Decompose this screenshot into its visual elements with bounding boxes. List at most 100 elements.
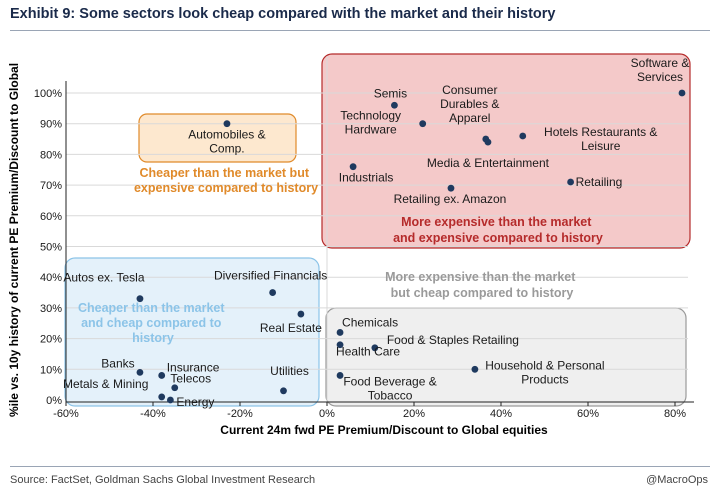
- point-label-line: Chemicals: [342, 315, 398, 329]
- data-point: [471, 365, 479, 373]
- point-label-line: Utilities: [270, 364, 309, 378]
- point-label: Retailing ex. Amazon: [394, 192, 507, 206]
- point-label-line: Insurance: [167, 360, 220, 374]
- point-label-line: Food & Staples Retailing: [387, 333, 519, 347]
- data-points: [136, 89, 686, 404]
- caption-line-2: and cheap compared to: [81, 316, 222, 330]
- data-point: [269, 289, 277, 296]
- quadrant-caption-bottom-right: More expensive than the market but cheap…: [385, 270, 579, 300]
- y-tick-label: 90%: [40, 119, 62, 131]
- y-axis-ticks: 0% 10% 20% 30% 40% 50% 60% 70% 80% 90% 100%: [34, 88, 62, 407]
- point-label: Insurance: [167, 360, 220, 374]
- y-tick-label: 60%: [40, 211, 62, 223]
- caption-line-3: history: [132, 331, 174, 345]
- point-label-line: Banks: [101, 356, 134, 370]
- point-label-line: Real Estate: [260, 321, 322, 335]
- point-label: Semis: [374, 86, 407, 100]
- data-point: [136, 368, 144, 376]
- caption-line-1: Cheaper than the market: [78, 301, 225, 315]
- point-label-line: Hotels Restaurants &: [544, 125, 657, 139]
- point-label: Food & Staples Retailing: [387, 333, 519, 347]
- point-label: Health Care: [336, 345, 400, 359]
- point-label-line: Durables &: [440, 97, 499, 111]
- point-label: Automobiles & Comp.: [188, 128, 265, 156]
- point-label-line: Metals & Mining: [63, 377, 148, 391]
- point-label-line: Automobiles &: [188, 128, 265, 142]
- y-tick-label: 40%: [40, 272, 62, 284]
- data-point: [484, 138, 492, 146]
- y-tick-label: 0%: [46, 395, 62, 407]
- source-note: Source: FactSet, Goldman Sachs Global In…: [10, 474, 316, 486]
- point-label: Energy: [176, 395, 214, 409]
- point-label-line: Telecos: [170, 372, 211, 386]
- point-label: Banks: [101, 356, 134, 370]
- x-axis-title: Current 24m fwd PE Premium/Discount to G…: [220, 423, 548, 437]
- y-tick-label: 70%: [40, 180, 62, 192]
- data-point: [419, 120, 427, 128]
- x-tick-label: -40%: [140, 408, 166, 420]
- x-tick-label: 80%: [664, 408, 686, 420]
- data-labels: Software & Services Semis Technology Hardwar…: [63, 56, 689, 409]
- data-point: [336, 341, 344, 349]
- point-label: Software & Services: [631, 56, 690, 84]
- quadrant-box-top-left: [138, 113, 297, 163]
- point-label-line: Retailing ex. Amazon: [394, 192, 507, 206]
- point-label: Diversified Financials: [214, 269, 327, 283]
- point-label-line: Energy: [176, 395, 214, 409]
- point-label-line: Technology: [340, 109, 401, 123]
- data-point: [297, 310, 305, 318]
- x-tick-label: 60%: [577, 408, 599, 420]
- exhibit-title: Exhibit 9: Some sectors look cheap compa…: [10, 6, 556, 22]
- point-label-line: Software &: [631, 56, 690, 70]
- caption-line-2: but cheap compared to history: [391, 286, 574, 300]
- data-point: [158, 372, 166, 379]
- point-label-line: Health Care: [336, 345, 400, 359]
- point-label-line: Household & Personal: [485, 358, 604, 372]
- data-point: [371, 344, 379, 352]
- y-tick-label: 30%: [40, 303, 62, 315]
- point-label: Utilities: [270, 364, 309, 378]
- point-label: Food Beverage & Tobacco: [343, 374, 436, 402]
- data-point: [223, 120, 231, 128]
- point-label-line: Consumer: [442, 83, 497, 97]
- data-point: [336, 372, 344, 379]
- data-point: [158, 393, 166, 401]
- data-point: [171, 384, 179, 392]
- data-point: [280, 387, 287, 395]
- point-label: Hotels Restaurants & Leisure: [544, 125, 657, 153]
- data-point: [519, 132, 527, 140]
- x-tick-label: 0%: [319, 408, 335, 420]
- caption-line-1: More expensive than the market: [385, 270, 576, 284]
- x-tick-label: -60%: [53, 408, 79, 420]
- y-tick-label: 20%: [40, 334, 62, 346]
- point-label-line: Retailing: [576, 175, 623, 189]
- quadrant-caption-top-right: More expensive than the market and expen…: [393, 215, 603, 245]
- point-label-line: Leisure: [581, 139, 621, 153]
- point-label-line: Hardware: [345, 123, 397, 137]
- point-label: Autos ex. Tesla: [63, 271, 144, 285]
- y-tick-label: 10%: [40, 364, 62, 376]
- caption-line-1: Cheaper than the market but: [140, 166, 310, 180]
- point-label-line: Tobacco: [368, 388, 413, 402]
- point-label-line: Industrials: [339, 171, 394, 185]
- point-label: Metals & Mining: [63, 377, 148, 391]
- gridlines: [66, 56, 688, 404]
- point-label-line: Autos ex. Tesla: [63, 271, 144, 285]
- point-label-line: Services: [637, 70, 683, 84]
- x-tick-label: 40%: [490, 408, 512, 420]
- x-tick-label: 20%: [403, 408, 425, 420]
- data-point: [336, 329, 344, 336]
- point-label-line: Food Beverage &: [343, 374, 436, 388]
- data-point: [136, 295, 144, 303]
- title-divider: [10, 30, 710, 31]
- credit-handle: @MacroOps: [646, 474, 708, 486]
- data-point: [447, 184, 455, 192]
- data-point: [567, 178, 574, 186]
- x-tick-label: -20%: [227, 408, 253, 420]
- point-label-line: Apparel: [449, 111, 490, 125]
- data-point: [391, 101, 398, 109]
- point-label-line: Products: [521, 372, 568, 386]
- scatter-chart: 0% 10% 20% 30% 40% 50% 60% 70% 80% 90% 100% -60% -4…: [7, 53, 694, 437]
- point-label: Consumer Durables & Apparel: [440, 83, 499, 125]
- point-label: Telecos: [170, 372, 211, 386]
